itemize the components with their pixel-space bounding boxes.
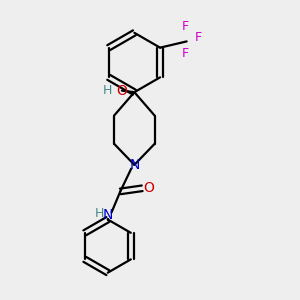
Text: N: N — [129, 158, 140, 172]
Text: H: H — [103, 84, 112, 97]
Text: O: O — [116, 84, 127, 98]
Text: F: F — [182, 20, 189, 33]
Text: F: F — [182, 47, 189, 60]
Text: H: H — [94, 207, 104, 220]
Text: N: N — [103, 208, 113, 222]
Text: O: O — [144, 181, 154, 195]
Text: F: F — [195, 31, 202, 44]
